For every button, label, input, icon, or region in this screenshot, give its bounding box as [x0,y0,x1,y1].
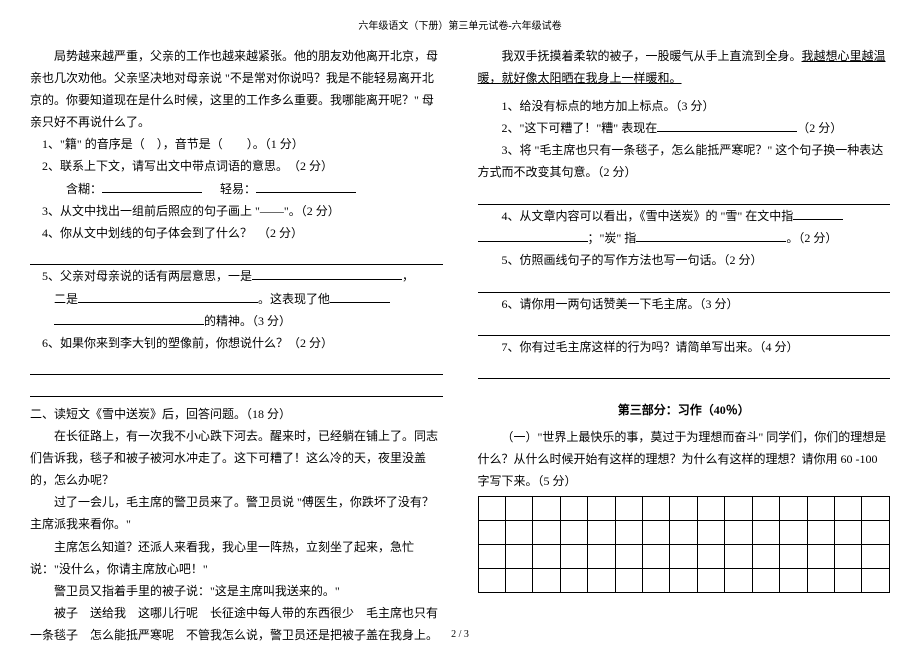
blank [78,291,258,303]
s2p2: 过了一会儿，毛主席的警卫员来了。警卫员说 "傅医生，你跌坏了没有？主席派我来看你… [30,491,443,535]
answer-line [478,360,891,379]
r-q4-score: 。（2 分） [786,231,837,245]
answer-line [478,273,891,292]
answer-line [30,246,443,265]
q2: 2、联系上下文，请写出文中带点词语的意思。 （2 分） [30,155,443,177]
s2p3: 主席怎么知道？还派人来看我，我心里一阵热，立刻坐了起来，急忙说："没什么，你请主… [30,536,443,580]
r-q6: 6、请你用一两句话赞美一下毛主席。（3 分） [478,293,891,315]
r-q4b: ；"炭" 指 [588,231,637,245]
left-column: 局势越来越严重，父亲的工作也越来越紧张。他的朋友劝他离开北京，母亲也几次劝他。父… [30,45,443,647]
r-p1a: 我双手抚摸着柔软的被子，一股暖气从手上直流到全身。 [502,49,802,63]
q6: 6、如果你来到李大钊的塑像前，你想说什么？（2 分） [30,332,443,354]
r-q2-score: （2 分） [797,121,842,135]
part3-title: 第三部分：习作（40％） [478,399,891,421]
answer-line [30,356,443,375]
r-q7: 7、你有过毛主席这样的行为吗？请简单写出来。（4 分） [478,336,891,358]
content-columns: 局势越来越严重，父亲的工作也越来越紧张。他的朋友劝他离开北京，母亲也几次劝他。父… [30,45,890,647]
answer-line [30,377,443,396]
blank [793,208,843,220]
page-header: 六年级语文（下册）第三单元试卷-六年级试卷 [30,18,890,37]
writing-grid [478,496,891,593]
q5a-text: 5、父亲对母亲说的话有两层意思，一是 [42,269,252,283]
blank [657,120,797,132]
blank [478,230,588,242]
blank [252,268,402,280]
r-q4-line2: ；"炭" 指 。（2 分） [478,227,891,249]
q5d-text: 的精神。（3 分） [204,314,291,328]
r-q1: 1、给没有标点的地方加上标点。（3 分） [478,95,891,117]
essay-prompt: （一）"世界上最快乐的事，莫过于为理想而奋斗" 同学们，你们的理想是什么？从什么… [478,426,891,493]
q5b-text: 二是 [54,292,78,306]
page-footer: 2 / 3 [0,626,920,645]
q4: 4、你从文中划线的句子体会到了什么？ （2 分） [30,222,443,244]
answer-line [478,186,891,205]
s2p1: 在长征路上，有一次我不小心跌下河去。醒来时，已经躺在铺上了。同志们告诉我，毯子和… [30,425,443,492]
section-2-title: 二、读短文《雪中送炭》后，回答问题。（18 分） [30,403,443,425]
q5-line2: 二是 。这表现了他 [30,288,443,310]
q5-line1: 5、父亲对母亲说的话有两层意思，一是， [30,265,443,287]
blank [636,230,786,242]
q5c-text: 。这表现了他 [258,292,330,306]
blank [330,291,390,303]
passage-1: 局势越来越严重，父亲的工作也越来越紧张。他的朋友劝他离开北京，母亲也几次劝他。父… [30,45,443,134]
q1: 1、"籍" 的音序是（ ），音节是（ ）。（1 分） [30,133,443,155]
q2-label-a: 含糊： [66,182,102,196]
r-q5: 5、仿照画线句子的写作方法也写一句话。（2 分） [478,249,891,271]
q2-blanks: 含糊： 轻易： [30,178,443,200]
q5-line3: 的精神。（3 分） [30,310,443,332]
r-passage: 我双手抚摸着柔软的被子，一股暖气从手上直流到全身。我越想心里越温暖，就好像太阳晒… [478,45,891,89]
s2p4: 警卫员又指着手里的被子说："这是主席叫我送来的。" [30,580,443,602]
r-q4: 4、从文章内容可以看出，《雪中送炭》的 "雪" 在文中指 [478,205,891,227]
right-column: 我双手抚摸着柔软的被子，一股暖气从手上直流到全身。我越想心里越温暖，就好像太阳晒… [478,45,891,647]
answer-line [478,317,891,336]
r-q3: 3、将 "毛主席也只有一条毯子，怎么能抵严寒呢？" 这个句子换一种表达方式而不改… [478,139,891,183]
r-q2: 2、"这下可糟了！"糟" 表现在 （2 分） [478,117,891,139]
q2-label-b: 轻易： [220,182,256,196]
blank [102,181,202,193]
blank [54,313,204,325]
r-q4a: 4、从文章内容可以看出，《雪中送炭》的 "雪" 在文中指 [502,209,794,223]
q3: 3、从文中找出一组前后照应的句子画上 "——"。（2 分） [30,200,443,222]
r-q2-text: 2、"这下可糟了！"糟" 表现在 [502,121,658,135]
blank [256,181,356,193]
